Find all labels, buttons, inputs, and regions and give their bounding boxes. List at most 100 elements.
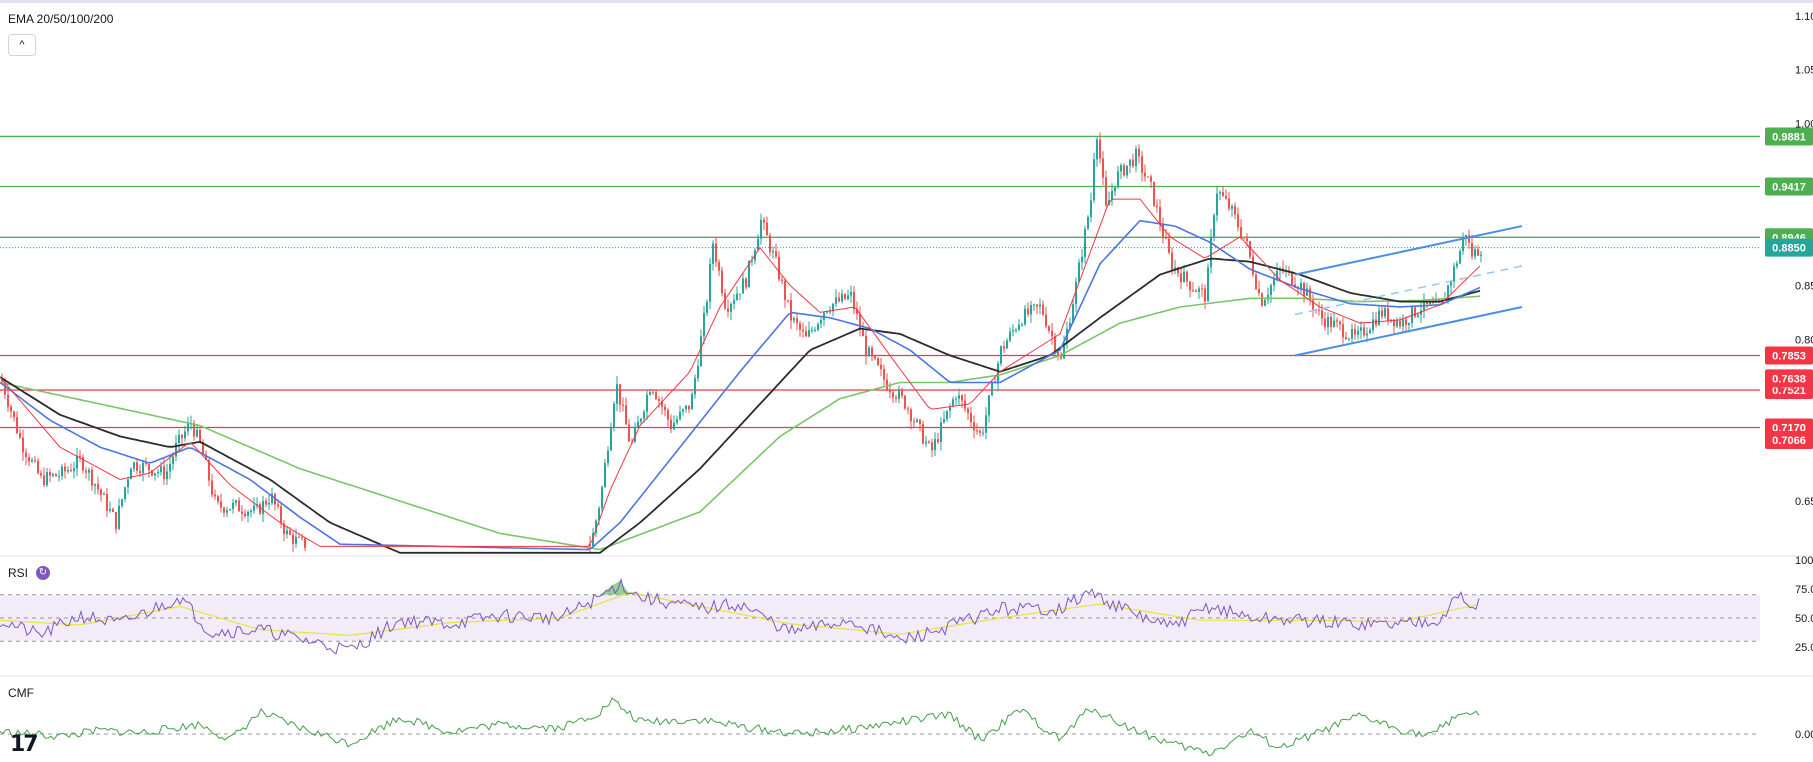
candle-body (610, 427, 612, 451)
candle-body (1237, 214, 1239, 228)
candle-body (298, 536, 300, 538)
candle-body (247, 512, 249, 517)
candle-body (205, 454, 207, 460)
candle-body (115, 511, 117, 529)
candle-body (646, 394, 648, 412)
candle-body (1129, 159, 1131, 166)
candle-body (127, 479, 129, 488)
candle-body (211, 480, 213, 495)
candle-body (1393, 319, 1395, 327)
candle-body (691, 394, 693, 410)
candle-body (1348, 338, 1350, 340)
candle-body (292, 534, 294, 544)
candle-body (1246, 238, 1248, 242)
cmf-tick-label: 0.00 (1795, 729, 1813, 741)
candle-body (901, 390, 903, 396)
candle-body (808, 330, 810, 337)
candle-body (1084, 228, 1086, 257)
candle-body (220, 501, 222, 508)
candle-body (850, 291, 852, 296)
candle-body (214, 494, 216, 497)
candle-body (619, 384, 621, 405)
candle-body (820, 320, 822, 324)
candle-body (1111, 191, 1113, 201)
price-pane[interactable] (0, 132, 1813, 677)
candle-body (883, 369, 885, 380)
candle-body (676, 419, 678, 423)
candle-body (1414, 307, 1416, 317)
candle-body (1363, 327, 1365, 336)
candle-body (778, 256, 780, 280)
candle-body (79, 455, 81, 458)
candle-body (25, 452, 27, 457)
candle-body (1213, 215, 1215, 237)
candle-body (1381, 310, 1383, 317)
candle-body (1198, 288, 1200, 293)
candle-body (1408, 322, 1410, 325)
cmf-indicator-title[interactable]: CMF (8, 686, 34, 700)
price-tick-label: 1.0000 (1795, 119, 1813, 131)
candle-body (724, 293, 726, 309)
candle-body (625, 405, 627, 425)
candle-body (244, 513, 246, 517)
current-price-bg (1765, 238, 1813, 257)
candle-body (1009, 331, 1011, 341)
candle-body (799, 323, 801, 330)
candle-body (1222, 192, 1224, 196)
candle-body (1036, 304, 1038, 307)
candle-body (7, 394, 9, 407)
candle-body (148, 464, 150, 471)
candle-body (1309, 288, 1311, 301)
candle-body (721, 270, 723, 294)
ema-indicator-title[interactable]: EMA 20/50/100/200 (8, 12, 114, 26)
candle-body (772, 251, 774, 253)
candle-body (1219, 192, 1221, 194)
candle-body (1339, 321, 1341, 325)
candle-body (163, 466, 165, 480)
rsi-tick-label: 50.00 (1795, 613, 1813, 625)
cmf-line (0, 697, 1480, 757)
candle-body (1417, 314, 1419, 317)
channel-mid-line (1294, 265, 1523, 316)
candle-body (922, 424, 924, 444)
candle-body (1096, 139, 1098, 160)
candle-body (712, 243, 714, 264)
candle-body (1276, 270, 1278, 280)
candle-body (634, 427, 636, 442)
price-axis[interactable]: 1.1000 1.0500 1.0000 0.8500 0.8000 0.6500 0.98… (1765, 11, 1813, 741)
candle-body (1120, 165, 1122, 172)
candle-body (859, 313, 861, 331)
candle-body (985, 415, 987, 433)
rsi-refresh-icon[interactable]: ↻ (36, 566, 50, 580)
candle-body (1204, 288, 1206, 302)
candle-body (283, 523, 285, 535)
candle-body (1378, 310, 1380, 325)
candle-body (1114, 187, 1116, 192)
candle-body (853, 291, 855, 310)
candle-body (1228, 198, 1230, 209)
candle-body (1045, 314, 1047, 327)
candle-body (100, 489, 102, 495)
candle-body (1087, 216, 1089, 229)
candle-body (787, 299, 789, 301)
candle-body (880, 364, 882, 370)
level-label-0.7521: 0.7521 (1772, 385, 1806, 397)
candle-body (268, 502, 270, 505)
candle-body (700, 336, 702, 367)
candle-body (655, 392, 657, 400)
candle-body (679, 411, 681, 420)
candle-body (781, 279, 783, 281)
candle-body (19, 433, 21, 438)
candles (0, 132, 1523, 554)
level-label-bg (1765, 177, 1813, 196)
rsi-indicator-title[interactable]: RSI (8, 566, 29, 580)
cmf-pane[interactable] (0, 697, 1760, 757)
candle-body (862, 330, 864, 337)
rsi-pane[interactable] (0, 577, 1760, 655)
collapse-button[interactable]: ^ (8, 34, 36, 56)
candle-body (118, 505, 120, 529)
candle-body (187, 423, 189, 432)
candle-body (745, 278, 747, 288)
candle-body (286, 530, 288, 535)
